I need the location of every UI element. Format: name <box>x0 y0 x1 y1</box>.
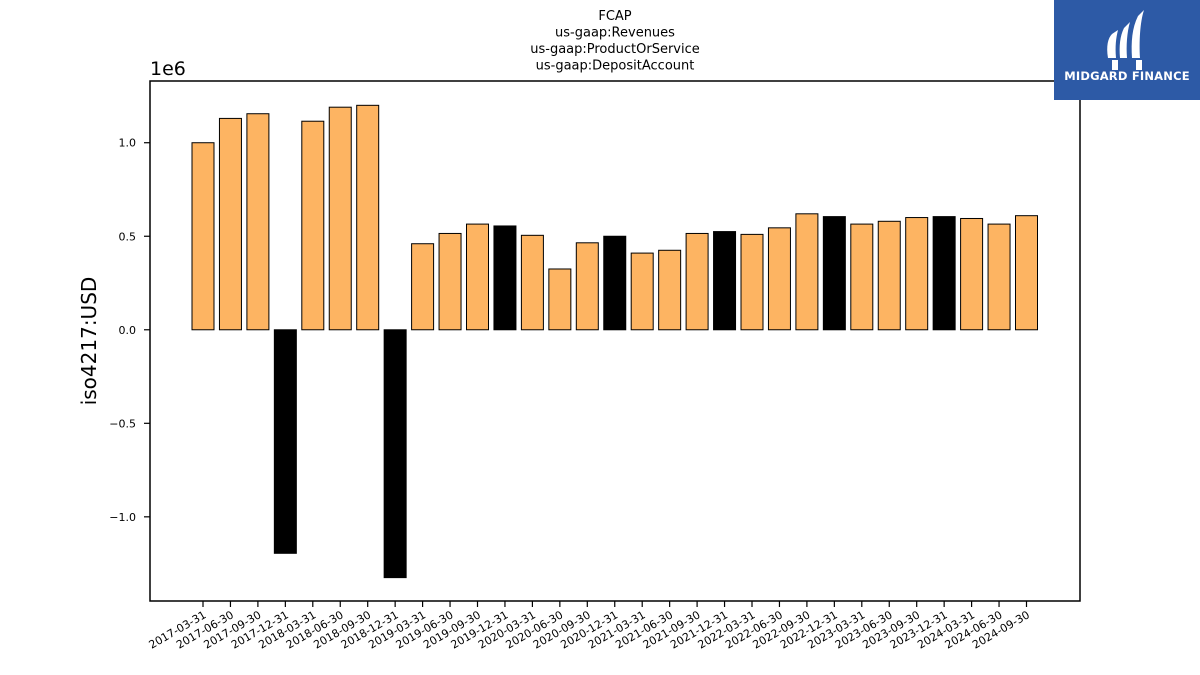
y-tick-label: 0.5 <box>119 230 137 243</box>
bar <box>658 249 682 331</box>
bar <box>356 104 380 331</box>
bar <box>740 233 764 331</box>
bar <box>960 217 984 331</box>
bar <box>218 117 242 331</box>
bar <box>520 234 544 331</box>
y-tick-label: 1.0 <box>119 137 137 150</box>
bar <box>713 231 737 331</box>
chart-title-line: us-gaap:DepositAccount <box>536 59 695 74</box>
bar <box>191 142 215 331</box>
bar <box>630 252 654 331</box>
bars <box>191 104 1038 579</box>
chart-title-line: us-gaap:Revenues <box>555 26 675 41</box>
bar <box>932 216 956 331</box>
bar <box>383 329 407 579</box>
bar <box>850 223 874 331</box>
bar <box>767 227 791 331</box>
bar <box>301 120 325 331</box>
y-axis-label: iso4217:USD <box>77 277 101 406</box>
chart-title-line: FCAP <box>598 9 631 24</box>
bar <box>603 235 627 331</box>
bar <box>905 217 929 331</box>
bar <box>246 113 270 331</box>
logo-text: MIDGARD FINANCE <box>1064 69 1190 83</box>
bar <box>795 213 819 331</box>
bar <box>548 268 572 331</box>
bar <box>466 223 489 331</box>
bar <box>438 232 462 331</box>
bar <box>685 232 709 331</box>
bar <box>411 243 435 331</box>
bar <box>1015 215 1038 331</box>
bar <box>987 223 1011 331</box>
chart-title: FCAP us-gaap:Revenuesus-gaap:ProductOrSer… <box>530 9 700 74</box>
logo-mark-icon <box>1107 10 1144 70</box>
bar <box>328 106 352 331</box>
bar <box>273 329 297 554</box>
bar <box>822 216 846 331</box>
y-tick-label: 0.0 <box>119 324 137 337</box>
bar <box>493 225 517 331</box>
bar <box>877 220 901 331</box>
y-scale-label: 1e6 <box>150 58 186 80</box>
brand-logo: MIDGARD FINANCE <box>1054 0 1200 100</box>
bar <box>575 242 599 331</box>
y-tick-label: −1.0 <box>109 511 136 524</box>
y-axis: −1.0 −0.5 0.0 0.5 1.0 <box>109 137 150 524</box>
x-axis: 2017-03-312017-06-302017-09-302017-12-31… <box>147 601 1032 652</box>
chart-title-line: us-gaap:ProductOrService <box>530 42 700 57</box>
y-tick-label: −0.5 <box>109 417 136 430</box>
